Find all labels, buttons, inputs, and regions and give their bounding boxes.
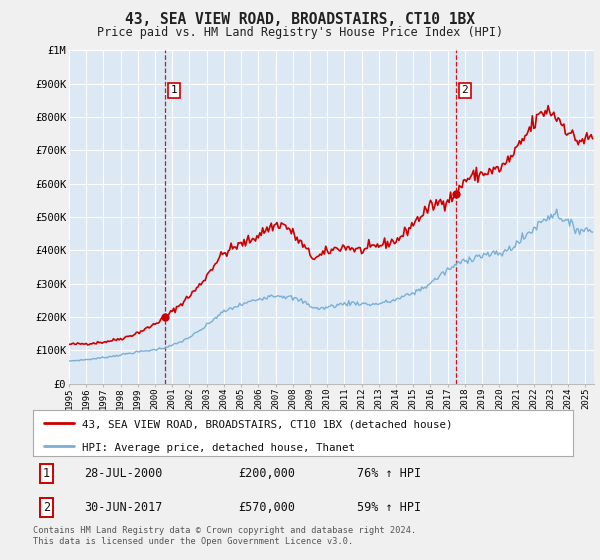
Text: £570,000: £570,000	[238, 501, 295, 514]
Text: Price paid vs. HM Land Registry's House Price Index (HPI): Price paid vs. HM Land Registry's House …	[97, 26, 503, 39]
Text: 2: 2	[461, 85, 468, 95]
Text: Contains HM Land Registry data © Crown copyright and database right 2024.
This d: Contains HM Land Registry data © Crown c…	[33, 526, 416, 546]
Text: 59% ↑ HPI: 59% ↑ HPI	[357, 501, 421, 514]
Text: 30-JUN-2017: 30-JUN-2017	[84, 501, 163, 514]
Text: 43, SEA VIEW ROAD, BROADSTAIRS, CT10 1BX (detached house): 43, SEA VIEW ROAD, BROADSTAIRS, CT10 1BX…	[82, 419, 452, 430]
Text: 76% ↑ HPI: 76% ↑ HPI	[357, 467, 421, 480]
Text: HPI: Average price, detached house, Thanet: HPI: Average price, detached house, Than…	[82, 442, 355, 452]
Text: 1: 1	[43, 467, 50, 480]
Text: 2: 2	[43, 501, 50, 514]
Text: £200,000: £200,000	[238, 467, 295, 480]
Text: 1: 1	[170, 85, 177, 95]
Text: 43, SEA VIEW ROAD, BROADSTAIRS, CT10 1BX: 43, SEA VIEW ROAD, BROADSTAIRS, CT10 1BX	[125, 12, 475, 27]
Text: 28-JUL-2000: 28-JUL-2000	[84, 467, 163, 480]
